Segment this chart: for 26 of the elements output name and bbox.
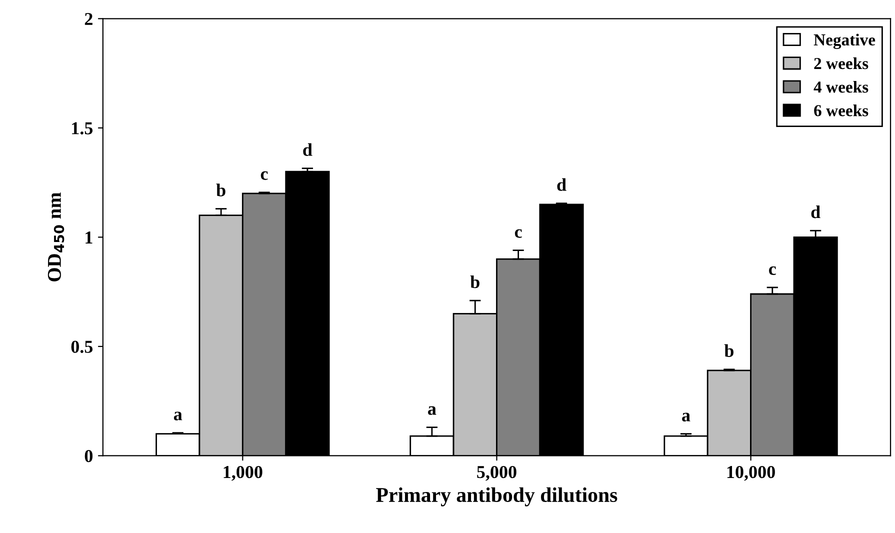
legend-label: 6 weeks — [814, 104, 868, 116]
y-tick-label: 0 — [84, 450, 93, 462]
x-tick-label: 1,000 — [224, 466, 262, 481]
y-axis-title: OD$_{450}$ nm — [48, 192, 64, 282]
data-label: c — [768, 266, 776, 276]
data-label: a — [174, 412, 182, 420]
x-tick-label: 10,000 — [727, 466, 775, 481]
data-label: d — [557, 178, 566, 191]
y-tick-label: 1 — [86, 232, 92, 244]
legend-label: 2 weeks — [814, 57, 868, 70]
data-label: b — [724, 344, 734, 357]
data-label: b — [470, 275, 480, 288]
data-label: d — [811, 206, 820, 218]
data-label: a — [428, 406, 436, 415]
x-axis-title: Primary antibody dilutions — [376, 487, 618, 506]
legend-label: Negative — [814, 34, 876, 49]
data-label: b — [216, 184, 226, 196]
data-label: c — [260, 171, 268, 180]
y-tick-label: 1.5 — [72, 122, 93, 134]
data-label: d — [303, 143, 312, 156]
data-label: a — [682, 412, 690, 422]
legend-label: 4 weeks — [814, 80, 868, 93]
y-tick-label: 2 — [84, 12, 92, 25]
y-tick-label: 0.5 — [71, 340, 93, 353]
data-label: c — [514, 229, 522, 238]
x-tick-label: 5,000 — [477, 466, 516, 481]
